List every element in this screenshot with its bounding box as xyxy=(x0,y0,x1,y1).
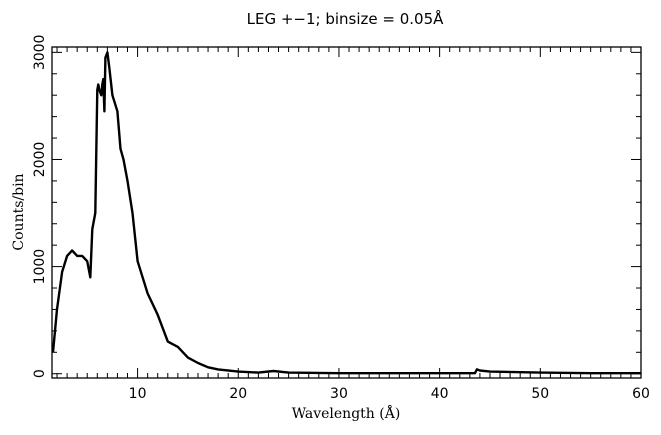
x-tick-label: 20 xyxy=(229,386,247,402)
axis-ticks xyxy=(52,47,642,378)
tick-labels: 10 20 30 40 50 60 0 1000 2000 3000 xyxy=(32,35,650,402)
x-tick-label: 10 xyxy=(129,386,147,402)
y-tick-label: 2000 xyxy=(32,142,48,178)
x-tick-label: 50 xyxy=(531,386,549,402)
y-axis-label: Counts/bin xyxy=(11,173,27,250)
x-tick-label: 40 xyxy=(431,386,449,402)
y-tick-label: 3000 xyxy=(32,35,48,71)
y-tick-label: 1000 xyxy=(32,249,48,285)
plot-frame xyxy=(51,46,642,379)
y-tick-label: 0 xyxy=(32,369,48,378)
series-line xyxy=(51,51,641,375)
x-tick-label: 60 xyxy=(632,386,650,402)
chart-title: LEG +−1; binsize = 0.05Å xyxy=(247,9,445,28)
x-axis-label: Wavelength (Å) xyxy=(292,404,401,422)
x-tick-label: 30 xyxy=(330,386,348,402)
